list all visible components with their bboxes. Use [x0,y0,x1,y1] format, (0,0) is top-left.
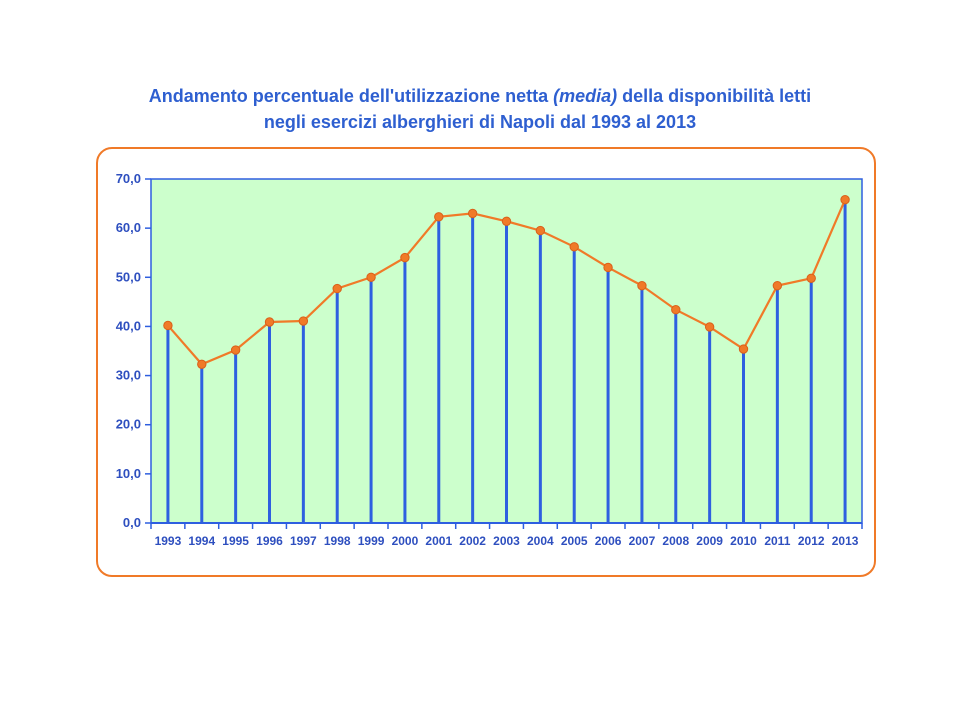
chart-title-line1: Andamento percentuale dell'utilizzazione… [0,83,960,109]
x-tick-label: 1994 [188,534,215,548]
x-tick-label: 1996 [256,534,283,548]
data-point [704,322,715,332]
data-point [806,273,816,283]
x-tick-label: 2003 [493,534,520,548]
data-point [569,242,579,252]
y-tick-label: 40,0 [116,318,141,333]
x-tick-label: 2002 [459,534,486,548]
data-point [738,344,749,354]
data-point [603,262,613,273]
x-tick-label: 2012 [798,534,825,548]
y-tick-label: 50,0 [116,269,141,284]
title-part-a: Andamento percentuale dell'utilizzazione… [148,86,554,106]
data-point [671,305,681,315]
data-point [637,280,647,291]
data-point [434,212,444,222]
data-point [197,359,207,369]
x-tick-label: 2006 [595,534,622,548]
y-tick-label: 20,0 [116,417,141,432]
x-tick-label: 2001 [425,534,452,548]
data-point [400,252,410,263]
x-tick-label: 2000 [392,534,419,548]
data-point [366,272,376,282]
y-tick-label: 60,0 [116,220,141,235]
title-part-emphasis: (media) [553,86,618,106]
x-tick-label: 1997 [290,534,317,548]
x-tick-label: 1998 [324,534,351,548]
data-point [298,316,309,326]
data-point [264,317,275,327]
y-tick-label: 30,0 [116,368,141,383]
y-tick-label: 70,0 [116,171,141,186]
x-tick-label: 1999 [358,534,385,548]
x-tick-label: 2008 [662,534,689,548]
x-tick-label: 1993 [155,534,182,548]
x-tick-label: 1995 [222,534,249,548]
y-tick-label: 10,0 [116,466,141,481]
x-tick-label: 2007 [629,534,656,548]
x-tick-label: 2013 [832,534,859,548]
data-point [230,345,241,355]
data-point [501,216,512,226]
title-part-b: della disponibilità letti [617,86,812,106]
x-tick-label: 2010 [730,534,757,548]
data-point [467,208,478,219]
data-point [163,320,173,331]
x-tick-label: 2004 [527,534,554,548]
chart-title-line2: negli esercizi alberghieri di Napoli dal… [263,112,697,132]
x-tick-label: 2011 [764,534,790,548]
data-point [840,194,850,205]
y-tick-label: 0,0 [123,515,141,530]
x-tick-label: 2005 [561,534,588,548]
data-point [332,283,342,294]
x-tick-label: 2009 [696,534,723,548]
data-point [772,280,783,291]
data-point [535,225,546,236]
